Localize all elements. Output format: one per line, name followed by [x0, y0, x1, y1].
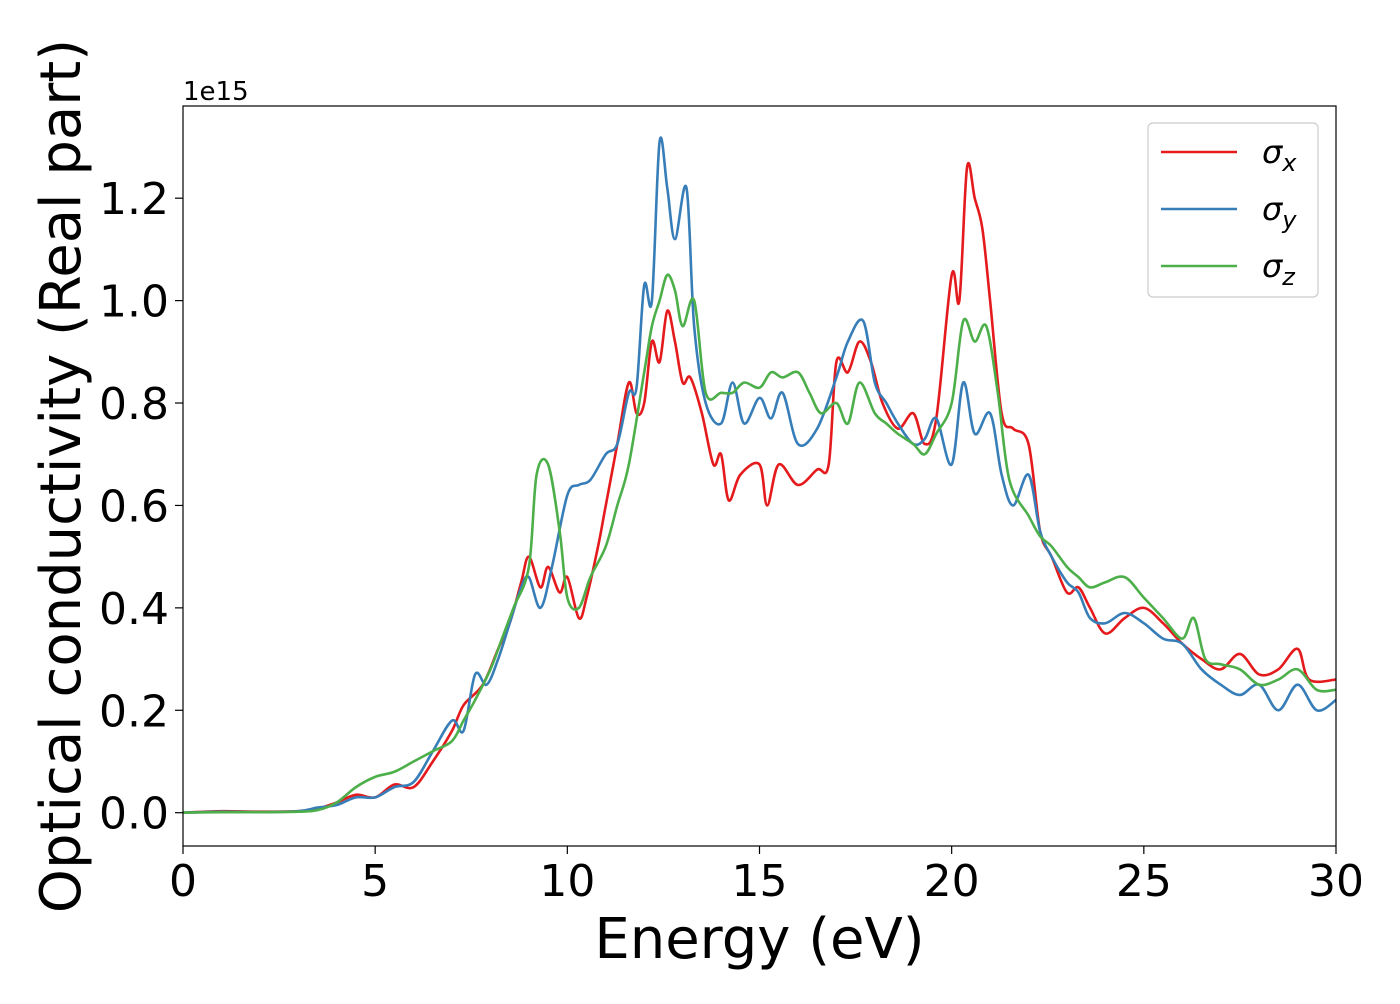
y-tick-label: 0.0 [99, 789, 169, 840]
x-tick-label: 15 [732, 856, 788, 907]
y-tick-label: 0.8 [99, 379, 169, 430]
series-line-z [183, 273, 1336, 815]
legend-label-x: σx [1262, 133, 1297, 177]
x-tick-label: 5 [361, 856, 389, 907]
legend-label-z: σz [1262, 247, 1296, 291]
y-axis-offset-label: 1e15 [183, 77, 249, 107]
series-layer [183, 136, 1336, 815]
legend-label-y: σy [1262, 190, 1297, 234]
y-axis-title: Optical conductivity (Real part) [29, 39, 94, 913]
x-tick-label: 30 [1308, 856, 1364, 907]
y-axis-ticks: 0.0 0.2 0.4 0.6 0.8 1.0 1.2 [99, 174, 183, 840]
y-tick-label: 0.2 [99, 686, 169, 737]
x-tick-label: 0 [169, 856, 197, 907]
x-tick-label: 25 [1116, 856, 1172, 907]
legend: σx σy σz [1147, 122, 1319, 298]
y-tick-label: 1.0 [99, 277, 169, 328]
y-tick-label: 1.2 [99, 174, 169, 225]
y-tick-label: 0.6 [99, 481, 169, 532]
series-line-y [183, 136, 1336, 815]
x-tick-label: 20 [924, 856, 980, 907]
x-tick-label: 10 [539, 856, 595, 907]
x-axis-ticks: 0 5 10 15 20 25 30 [169, 846, 1364, 907]
x-axis-title: Energy (eV) [594, 907, 924, 972]
y-tick-label: 0.4 [99, 584, 169, 635]
